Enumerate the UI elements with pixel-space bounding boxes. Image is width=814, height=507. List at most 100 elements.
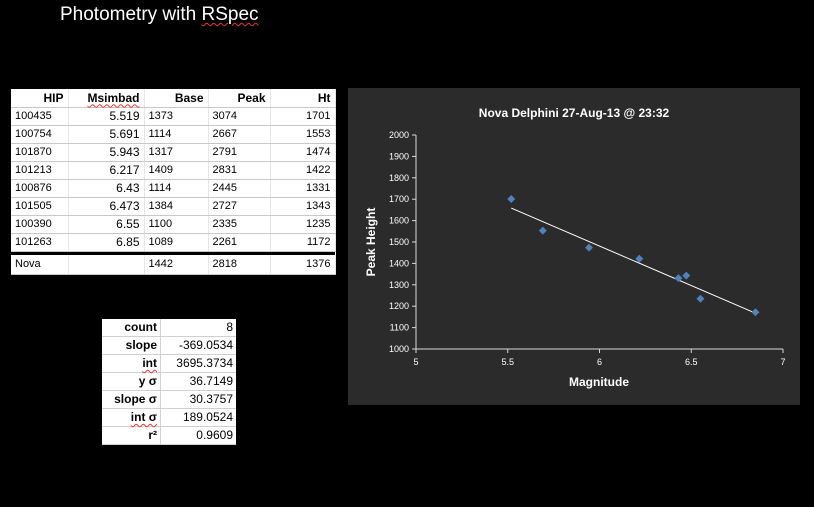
table-cell-base: 1384 bbox=[144, 197, 209, 216]
stats-row: y σ 36.7149 bbox=[102, 372, 236, 391]
table-cell-peak: 2791 bbox=[208, 143, 271, 162]
stats-value: 3695.3734 bbox=[160, 354, 236, 373]
y-tick-label: 2000 bbox=[389, 130, 409, 140]
table-separator-cell bbox=[11, 251, 335, 255]
y-tick-label: 1400 bbox=[389, 258, 409, 268]
chart-title: Nova Delphini 27-Aug-13 @ 23:32 bbox=[479, 106, 670, 120]
y-tick-label: 1600 bbox=[389, 216, 409, 226]
stats-row: r² 0.9609 bbox=[102, 426, 236, 445]
table-cell-peak: 2667 bbox=[208, 125, 271, 144]
y-tick-label: 1100 bbox=[390, 323, 409, 333]
table-cell-peak: 2818 bbox=[208, 255, 271, 275]
table-cell-base: 1089 bbox=[144, 233, 209, 252]
stats-row: int σ 189.0524 bbox=[102, 408, 236, 427]
data-point bbox=[538, 226, 547, 235]
table-cell-ht: 1235 bbox=[270, 215, 336, 234]
y-tick-label: 1800 bbox=[389, 173, 409, 183]
table-cell-ht: 1172 bbox=[270, 233, 336, 252]
table-body: 100435 5.519 1373 3074 1701 100754 5.691 1114 26… bbox=[11, 107, 336, 275]
column-header-ht: Ht bbox=[270, 89, 336, 108]
y-tick-label: 1200 bbox=[389, 301, 409, 311]
stats-label: int σ bbox=[102, 408, 161, 427]
data-point bbox=[507, 194, 516, 203]
data-point bbox=[696, 294, 705, 303]
stats-row: slope σ 30.3757 bbox=[102, 390, 236, 409]
table-row: 100435 5.519 1373 3074 1701 bbox=[11, 107, 336, 126]
table-cell-ht: 1331 bbox=[270, 179, 336, 198]
scatter-chart: Nova Delphini 27-Aug-13 @ 23:32 Magnitud… bbox=[364, 106, 786, 389]
trendline-group bbox=[511, 207, 756, 314]
x-tick-label: 5 bbox=[413, 357, 418, 367]
stats-value: -369.0534 bbox=[160, 336, 236, 355]
table-cell-peak: 2335 bbox=[208, 215, 271, 234]
column-header-peak: Peak bbox=[208, 89, 271, 108]
table-cell-msimbad: 6.55 bbox=[68, 215, 145, 234]
y-axis-label: Peak Height bbox=[364, 208, 378, 277]
data-point bbox=[751, 308, 760, 317]
table-cell-ht: 1701 bbox=[270, 107, 336, 126]
stats-label: slope bbox=[102, 336, 161, 355]
x-tick-label: 6.5 bbox=[685, 357, 698, 367]
table-cell-base: 1373 bbox=[144, 107, 209, 126]
y-tick-label: 1000 bbox=[389, 344, 409, 354]
table-cell-ht: 1422 bbox=[270, 161, 336, 180]
table-cell-ht: 1376 bbox=[270, 255, 336, 275]
table-cell-msimbad bbox=[68, 255, 145, 275]
photometry-table: HIP Msimbad Base Peak Ht 100435 5.519 1373… bbox=[11, 89, 336, 275]
y-tick-label: 1300 bbox=[389, 280, 409, 290]
table-cell-base: 1114 bbox=[144, 125, 209, 144]
table-cell-hip: 100390 bbox=[11, 215, 69, 234]
table-row: 100876 6.43 1114 2445 1331 bbox=[11, 179, 336, 198]
table-cell-ht: 1474 bbox=[270, 143, 336, 162]
data-points bbox=[507, 194, 760, 317]
data-point bbox=[682, 271, 691, 280]
chart-panel: Nova Delphini 27-Aug-13 @ 23:32 Magnitud… bbox=[348, 88, 800, 405]
table-row: 101213 6.217 1409 2831 1422 bbox=[11, 161, 336, 180]
stats-label: int bbox=[102, 354, 161, 373]
page-title: Photometry with RSpec bbox=[60, 4, 259, 26]
table-cell-peak: 3074 bbox=[208, 107, 271, 126]
table-cell-ht: 1553 bbox=[270, 125, 336, 144]
stats-row: int 3695.3734 bbox=[102, 354, 236, 373]
table-cell-msimbad: 5.519 bbox=[68, 107, 145, 126]
data-point bbox=[585, 243, 594, 252]
table-separator bbox=[11, 251, 335, 255]
table-cell-msimbad: 6.217 bbox=[68, 161, 145, 180]
stats-value: 30.3757 bbox=[160, 390, 236, 409]
table-cell-hip: 101505 bbox=[11, 197, 69, 216]
table-row: 100390 6.55 1100 2335 1235 bbox=[11, 215, 336, 234]
stats-row: count 8 bbox=[102, 319, 236, 337]
table-cell-base: 1317 bbox=[144, 143, 209, 162]
table-cell-base: 1409 bbox=[144, 161, 209, 180]
table-cell-msimbad: 6.43 bbox=[68, 179, 145, 198]
table-header-row: HIP Msimbad Base Peak Ht bbox=[11, 89, 336, 108]
table-cell-msimbad: 6.473 bbox=[68, 197, 145, 216]
nova-row: Nova 1442 2818 1376 bbox=[11, 255, 336, 275]
table-cell-hip: 100754 bbox=[11, 125, 69, 144]
y-tick-label: 1700 bbox=[389, 194, 409, 204]
stats-body: count 8 slope -369.0534 int 3695.3734 y σ 36.71… bbox=[102, 319, 236, 445]
table-row: 101263 6.85 1089 2261 1172 bbox=[11, 233, 336, 252]
table-cell-peak: 2727 bbox=[208, 197, 271, 216]
y-tick-label: 1500 bbox=[389, 237, 409, 247]
stats-value: 0.9609 bbox=[160, 426, 236, 445]
table-cell-msimbad: 5.943 bbox=[68, 143, 145, 162]
stats-label: r² bbox=[102, 426, 161, 445]
stats-value: 36.7149 bbox=[160, 372, 236, 391]
table-cell-hip: 101263 bbox=[11, 233, 69, 252]
column-header-msimbad: Msimbad bbox=[68, 89, 145, 108]
x-tick-label: 5.5 bbox=[501, 357, 514, 367]
table-cell-peak: 2831 bbox=[208, 161, 271, 180]
linear-trendline bbox=[511, 207, 756, 314]
y-tick-label: 1900 bbox=[389, 151, 409, 161]
table-cell-base: 1114 bbox=[144, 179, 209, 198]
table-cell-base: 1100 bbox=[144, 215, 209, 234]
chart-axes: 1000 1100 1200 1300 1400 1500 1600 1700 1800 1900… bbox=[389, 130, 786, 367]
table-cell-peak: 2445 bbox=[208, 179, 271, 198]
data-point bbox=[674, 274, 683, 283]
table-cell-ht: 1343 bbox=[270, 197, 336, 216]
x-tick-label: 7 bbox=[780, 357, 785, 367]
table-row: 101505 6.473 1384 2727 1343 bbox=[11, 197, 336, 216]
stats-label: slope σ bbox=[102, 390, 161, 409]
stats-label: count bbox=[102, 319, 161, 337]
